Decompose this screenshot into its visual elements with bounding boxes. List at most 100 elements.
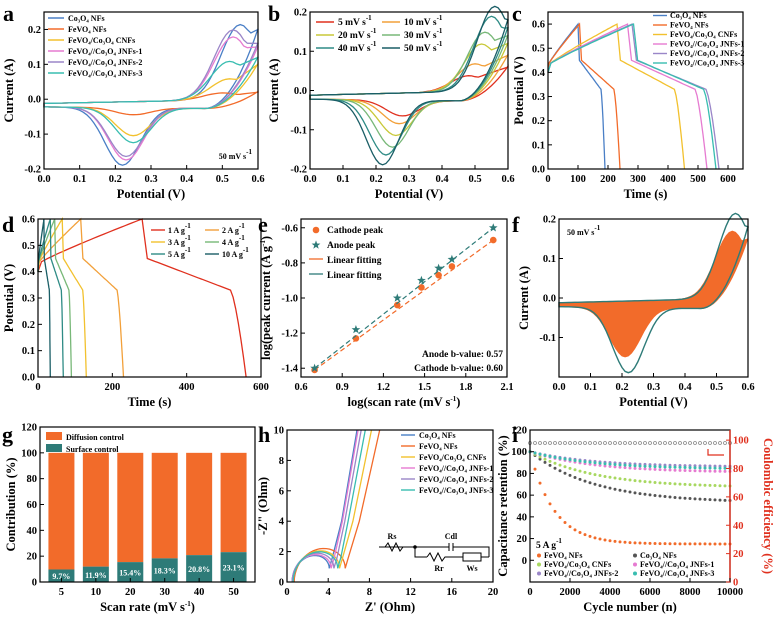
retention-point xyxy=(628,466,632,470)
retention-point xyxy=(708,498,712,502)
y-tick-label-f: 0.2 xyxy=(543,215,556,226)
x-tick-label-f: 0.4 xyxy=(678,382,692,393)
x-tick-label-e: 1.5 xyxy=(418,382,431,393)
legend-label-b-text: 40 mV s xyxy=(338,44,371,54)
y-tick-label-i: 100 xyxy=(511,447,527,458)
retention-point xyxy=(638,479,642,483)
x-tick-label-f: 0.1 xyxy=(584,382,597,393)
retention-point xyxy=(548,454,552,458)
retention-point xyxy=(583,460,587,464)
efficiency-point xyxy=(628,441,632,445)
efficiency-point xyxy=(693,441,697,445)
y-tick-label-a: -0.1 xyxy=(24,130,41,141)
scan-rate-annotation-a: 50 mV s-1 xyxy=(219,148,253,161)
x-tick-label-i: 6000 xyxy=(640,587,661,598)
legend-label-b-text: 50 mV s xyxy=(404,44,437,54)
retention-point xyxy=(723,542,727,546)
circuit-label-cdl: Cdl xyxy=(445,532,458,541)
retention-point xyxy=(678,496,682,500)
retention-point xyxy=(643,464,647,468)
legend-label-d-sup: -1 xyxy=(185,222,191,230)
x-tick-label-e: 0.9 xyxy=(336,382,349,393)
retention-point xyxy=(613,476,617,480)
x-tick-label-b: 0.5 xyxy=(468,174,481,185)
y-tick-label-d: 0.0 xyxy=(22,373,35,384)
x-tick-label-a: 0.1 xyxy=(73,174,86,185)
retention-point xyxy=(703,483,707,487)
current-density-annotation-i: 5 A g-1 xyxy=(536,537,562,551)
legend-label-b: 20 mV s-1 xyxy=(338,27,377,41)
retention-point xyxy=(683,482,687,486)
x-axis-label-g-sup: -1 xyxy=(185,600,191,608)
retention-point xyxy=(703,469,707,473)
gcd-curve-d-0 xyxy=(37,218,247,378)
b-value-anode: Anode b-value: 0.57 xyxy=(422,350,503,360)
retention-point xyxy=(683,469,687,473)
legend-label-a: FeVO₄ NFs xyxy=(68,25,106,34)
legend-label-i: FeVO₄ NFs xyxy=(544,551,582,560)
legend-label-b: 30 mV s-1 xyxy=(404,27,443,41)
retention-point xyxy=(653,541,657,545)
retention-point xyxy=(633,541,637,545)
legend-label-c: Co₃O₄ NFs xyxy=(670,11,707,20)
y-tick-label-h: 2 xyxy=(279,547,284,558)
y2-tick-label-i: 0 xyxy=(733,578,738,589)
x-axis-label-d: Time (s) xyxy=(128,395,172,409)
x-tick-label-h: 12 xyxy=(405,587,416,598)
retention-point xyxy=(648,464,652,468)
retention-point xyxy=(553,466,557,470)
retention-point xyxy=(608,475,612,479)
retention-point xyxy=(588,481,592,485)
cathode-point xyxy=(435,271,442,279)
retention-point xyxy=(608,464,612,468)
efficiency-point xyxy=(708,441,712,445)
x-tick-label-i: 0 xyxy=(527,587,532,598)
bar-value-label: 15.4% xyxy=(119,569,141,578)
legend-label-h: FeVO₄/Co₃O₄ CNFs xyxy=(419,453,486,462)
retention-point xyxy=(548,459,552,463)
efficiency-point xyxy=(713,441,717,445)
retention-point xyxy=(553,461,557,465)
y-tick-label-f: 0.0 xyxy=(543,294,556,305)
efficiency-point xyxy=(663,441,667,445)
y-tick-label-a: -0.2 xyxy=(24,165,41,176)
circuit-label-rs: Rs xyxy=(388,532,397,541)
legend-label-h: Co₃O₄ NFs xyxy=(419,431,456,440)
retention-point xyxy=(613,465,617,469)
x-tick-label-a: 0.5 xyxy=(216,174,229,185)
plot-frame-h xyxy=(286,429,494,583)
legend-label-b-sup: -1 xyxy=(371,40,377,48)
legend-label-d: 2 A g-1 xyxy=(222,222,245,235)
retention-point xyxy=(698,466,702,470)
legend-swatch-surface xyxy=(46,444,62,452)
scan-rate-annotation-a-text: 50 mV s xyxy=(219,152,246,161)
gcd-curve-d-2 xyxy=(37,216,87,378)
retention-point xyxy=(648,541,652,545)
retention-point xyxy=(648,467,652,471)
retention-point xyxy=(568,525,572,529)
panel-label-a: a xyxy=(3,1,14,26)
current-density-annotation-i-sup: -1 xyxy=(556,537,562,545)
legend-label-d-text: 2 A g xyxy=(222,226,239,235)
legend-label-d-text: 3 A g xyxy=(168,238,185,247)
y-tick-label-d: 0.2 xyxy=(22,320,35,331)
legend-label-d-text: 5 A g xyxy=(168,250,185,259)
legend-label-d: 10 A g-1 xyxy=(222,246,249,259)
legend-label-c: FeVO₄//Co₃O₄ JNFs-3 xyxy=(670,59,744,68)
x-tick-label-e: 0.6 xyxy=(294,382,307,393)
x-axis-label-a: Potential (V) xyxy=(117,187,185,201)
y-tick-label-e: -0.8 xyxy=(281,258,298,269)
x-tick-label-d: 200 xyxy=(104,382,120,393)
y-tick-label-b: 0.2 xyxy=(294,8,307,19)
retention-point xyxy=(623,477,627,481)
legend-label-d: 1 A g-1 xyxy=(168,222,191,235)
y2-tick-label-i: 100 xyxy=(733,436,749,447)
efficiency-point xyxy=(673,441,677,445)
legend-label-c: FeVO₄//Co₃O₄ JNFs-1 xyxy=(670,40,744,49)
circuit-label-rr: Rr xyxy=(434,564,444,573)
y-tick-label-h: 0 xyxy=(279,578,284,589)
panel-label-h: h xyxy=(258,422,270,447)
retention-point xyxy=(718,484,722,488)
retention-point xyxy=(683,466,687,470)
